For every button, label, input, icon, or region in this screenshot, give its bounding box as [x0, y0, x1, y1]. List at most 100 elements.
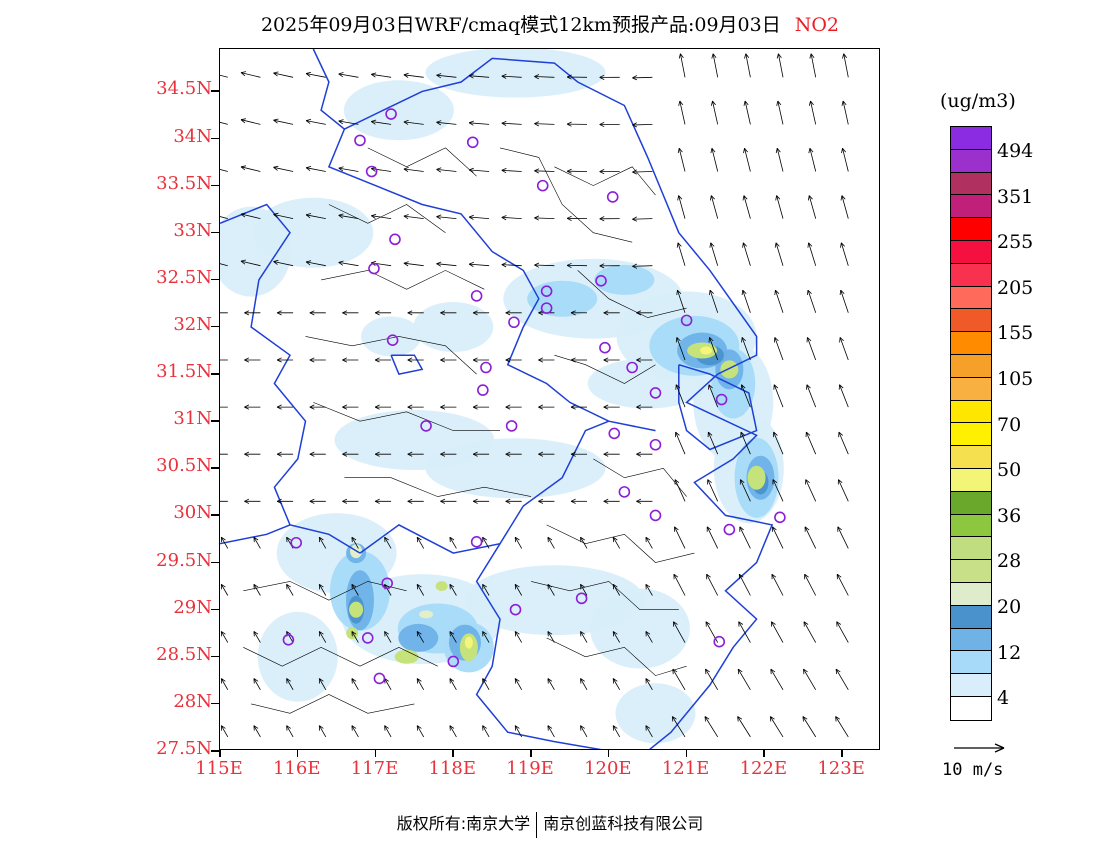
wind-arrow: [374, 404, 392, 410]
wind-arrow: [839, 289, 849, 313]
wind-arrow: [808, 195, 817, 219]
legend-value-label: 155: [997, 322, 1034, 345]
latitude-tick: [211, 373, 219, 375]
monitoring-station-marker: [774, 511, 786, 524]
wind-arrow: [351, 725, 359, 738]
no2-patch: [425, 438, 606, 499]
longitude-tick: [685, 750, 688, 757]
wind-arrow: [253, 678, 261, 690]
wind-arrow: [384, 536, 392, 549]
wind-arrow: [534, 215, 555, 221]
latitude-tick: [211, 561, 219, 564]
legend-color-swatch: [951, 514, 991, 538]
wind-arrow: [482, 536, 490, 549]
county-border: [305, 336, 477, 375]
province-border: [327, 128, 656, 432]
wind-arrow: [612, 631, 621, 643]
wind-arrow: [672, 668, 686, 691]
wind-arrow: [449, 536, 457, 549]
wind-arrow: [440, 404, 457, 410]
wind-arrow: [318, 725, 327, 738]
wind-arrow: [276, 357, 294, 363]
wind-arrow: [603, 357, 620, 363]
legend-value-label: 36: [997, 504, 1022, 527]
latitude-tick: [211, 231, 219, 234]
wind-arrow: [708, 337, 719, 361]
chart-title: 2025年09月03日WRF/cmaq模式12km预报产品:09月03日 NO2: [0, 10, 1100, 37]
longitude-tick: [607, 750, 610, 757]
wind-arrow: [449, 631, 457, 643]
wind-arrow: [403, 119, 424, 125]
wind-arrow: [220, 500, 228, 502]
wind-arrow: [501, 120, 522, 126]
wind-arrow: [482, 583, 490, 596]
legend-color-swatch: [951, 354, 991, 378]
no2-hotspot: [349, 601, 364, 618]
wind-arrow: [318, 583, 327, 596]
wind-arrow: [677, 195, 686, 219]
wind-arrow: [468, 73, 490, 79]
legend-color-swatch: [951, 127, 991, 150]
wind-arrow: [220, 583, 229, 596]
no2-patch: [398, 623, 439, 652]
monitoring-station-marker: [361, 632, 374, 644]
wind-arrow: [805, 431, 817, 455]
longitude-tick-label: 120E: [584, 758, 632, 779]
wind-arrow: [403, 167, 424, 173]
no2-patch: [343, 80, 454, 141]
monitoring-station-marker: [540, 302, 553, 314]
latitude-tick-label: 29N: [173, 596, 212, 618]
wind-arrow: [740, 384, 751, 408]
wind-arrow: [505, 310, 522, 316]
wind-arrow: [674, 479, 686, 502]
border-layer: [220, 49, 774, 749]
legend-color-swatch: [951, 491, 991, 515]
wind-reference-arrow: [954, 743, 1005, 753]
latitude-tick-label: 34.5N: [156, 78, 212, 100]
legend-value-label: 4: [997, 687, 1010, 710]
latitude-tick-label: 28.5N: [156, 643, 212, 665]
wind-arrow: [636, 310, 653, 316]
wind-arrow: [351, 678, 359, 690]
wind-arrow: [374, 357, 392, 363]
monitoring-station-marker: [447, 655, 460, 668]
wind-arrow: [468, 214, 490, 220]
wind-arrow: [738, 621, 751, 643]
no2-hotspot: [435, 581, 448, 592]
latitude-tick-label: 31N: [173, 408, 212, 430]
legend-value-label: 20: [997, 596, 1022, 618]
province-border: [220, 524, 291, 545]
wind-arrow: [742, 242, 751, 266]
wind-arrow: [253, 631, 261, 643]
wind-arrow: [472, 498, 490, 504]
no2-patch: [594, 264, 655, 295]
county-border: [243, 581, 407, 601]
wind-arrow: [570, 451, 587, 457]
wind-arrow: [220, 312, 228, 314]
monitoring-station-marker: [599, 341, 611, 354]
wind-arrow: [676, 242, 686, 266]
wind-arrow: [273, 259, 294, 267]
county-border: [321, 270, 485, 290]
wind-arrow: [305, 260, 326, 267]
monitoring-station-marker: [723, 523, 736, 536]
county-border: [593, 458, 687, 497]
wind-arrow: [737, 716, 751, 738]
legend-color-swatch: [951, 468, 991, 492]
monitoring-station-marker: [466, 136, 479, 149]
longitude-tick: [452, 750, 454, 757]
wind-arrow: [772, 526, 784, 549]
legend-color-swatch: [951, 605, 991, 629]
latitude-tick-label: 34N: [173, 125, 212, 147]
wind-arrow: [220, 453, 228, 455]
legend-color-swatch: [951, 582, 991, 606]
wind-arrow: [612, 678, 621, 690]
wind-arrow: [342, 404, 359, 410]
monitoring-station-marker: [385, 108, 397, 120]
wind-arrow: [384, 678, 392, 690]
wind-arrow: [305, 166, 326, 172]
wind-arrow: [220, 678, 229, 690]
latitude-tick-label: 32.5N: [156, 266, 212, 288]
wind-arrow: [240, 212, 261, 219]
legend-color-swatch: [951, 332, 991, 355]
